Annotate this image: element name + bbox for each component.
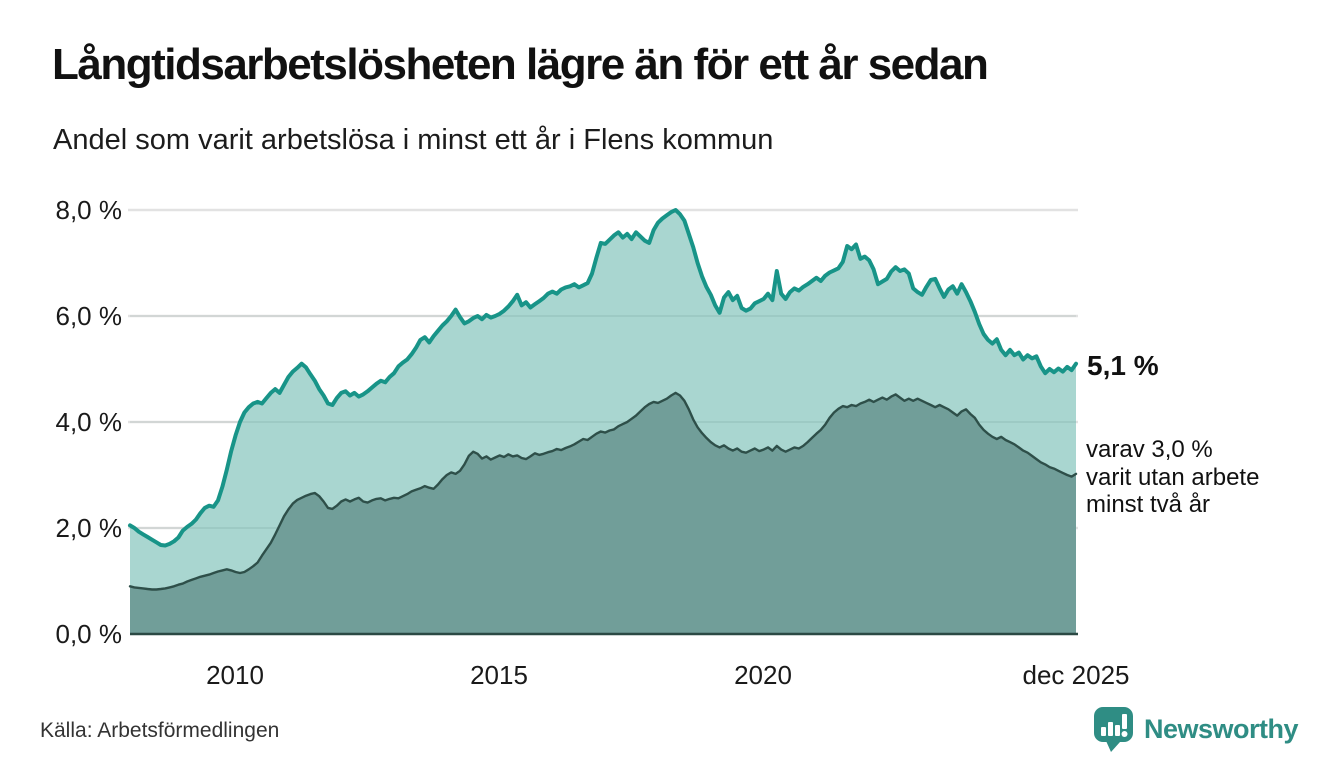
x-tick-2015: 2015 — [470, 660, 528, 690]
y-tick-4: 4,0 % — [55, 407, 123, 437]
newsworthy-wordmark: Newsworthy — [1143, 714, 1299, 744]
newsworthy-bubble-chart-icon — [1093, 707, 1133, 752]
chart-subtitle: Andel som varit arbetslösa i minst ett å… — [53, 124, 774, 156]
y-tick-6: 6,0 % — [55, 301, 123, 331]
annotation-line-2: varit utan arbete — [1086, 463, 1260, 491]
y-tick-0: 0,0 % — [55, 619, 123, 649]
y-tick-8: 8,0 % — [55, 195, 123, 225]
x-tick-dec-2025: dec 2025 — [1022, 660, 1130, 690]
newsworthy-logo: Newsworthy — [1093, 706, 1299, 753]
chart-title: Långtidsarbetslösheten lägre än för ett … — [52, 40, 989, 89]
annotation-line-3: minst två år — [1086, 491, 1211, 518]
annotation-line-1: varav 3,0 % — [1086, 436, 1213, 463]
source-attribution: Källa: Arbetsförmedlingen — [40, 719, 280, 742]
series-end-value-label: 5,1 % — [1087, 350, 1159, 381]
secondary-series-annotation: varav 3,0 % varit utan arbete minst två … — [1086, 436, 1259, 519]
x-tick-2010: 2010 — [206, 660, 264, 690]
x-tick-2020: 2020 — [734, 660, 792, 690]
y-tick-2: 2,0 % — [55, 513, 123, 543]
